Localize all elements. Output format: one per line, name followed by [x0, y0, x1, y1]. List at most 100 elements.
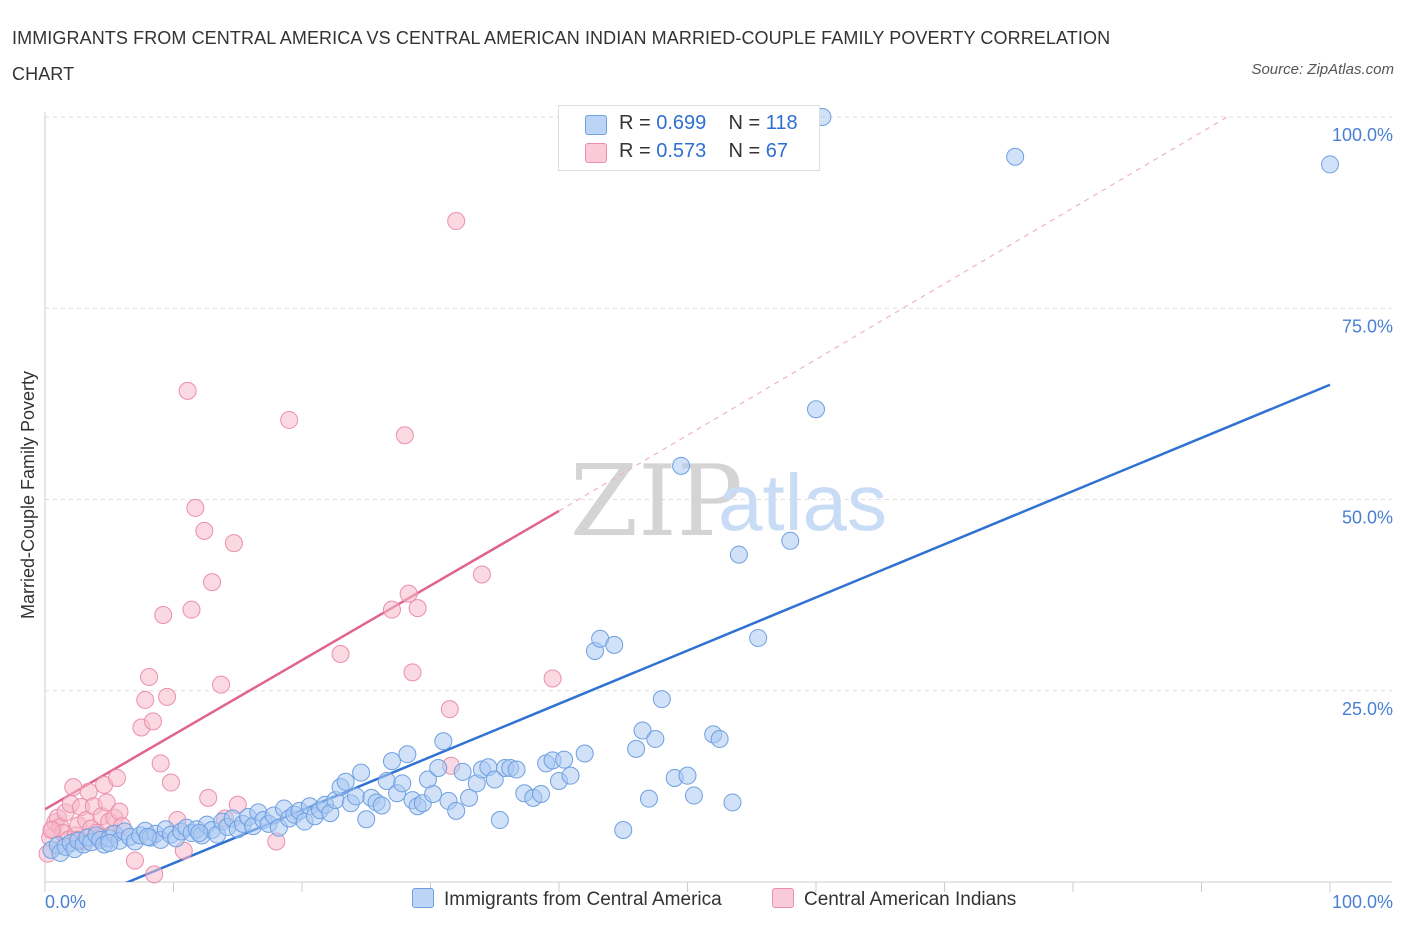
- data-point-immigrants: [639, 789, 658, 808]
- legend-r-label: R =: [619, 140, 651, 162]
- data-point-immigrants: [429, 759, 448, 778]
- data-point-immigrants: [633, 721, 652, 740]
- legend-swatch-blue: [585, 115, 607, 135]
- data-point-indians: [280, 410, 299, 429]
- data-point-indians: [224, 534, 243, 553]
- data-point-indians: [42, 820, 61, 839]
- data-point-indians: [154, 606, 173, 625]
- bottom-legend-item-pink: Central American Indians: [772, 888, 1016, 916]
- data-point-indians: [403, 663, 422, 682]
- legend-swatch-pink: [585, 143, 607, 163]
- data-point-immigrants: [561, 766, 580, 785]
- data-point-indians: [107, 768, 126, 787]
- data-point-immigrants: [723, 793, 742, 812]
- data-point-immigrants: [382, 752, 401, 771]
- data-point-indians: [151, 754, 170, 773]
- correlation-legend: R = 0.699 N = 118 R = 0.573 N = 67: [558, 105, 820, 171]
- data-point-immigrants: [393, 774, 412, 793]
- data-point-indians: [399, 584, 418, 603]
- data-point-immigrants: [507, 760, 526, 779]
- x-tick-label: 100.0%: [1332, 892, 1393, 912]
- data-point-indians: [182, 600, 201, 619]
- data-point-indians: [472, 565, 491, 584]
- y-tick-label: 50.0%: [1342, 508, 1393, 528]
- data-point-immigrants: [398, 745, 417, 764]
- data-point-immigrants: [555, 750, 574, 769]
- data-point-indians: [186, 498, 205, 517]
- tick-labels: 25.0% 50.0% 75.0% 100.0% 0.0% 100.0%: [45, 125, 1393, 912]
- data-point-immigrants: [447, 801, 466, 820]
- y-axis-label: Married-Couple Family Poverty: [18, 371, 38, 619]
- legend-n-label: N =: [728, 140, 761, 162]
- data-point-indians: [195, 521, 214, 540]
- data-point-immigrants: [460, 788, 479, 807]
- data-point-immigrants: [336, 772, 355, 791]
- data-point-immigrants: [485, 770, 504, 789]
- data-point-immigrants: [646, 729, 665, 748]
- data-point-immigrants: [605, 635, 624, 654]
- legend-n-value: 67: [765, 140, 789, 162]
- y-tick-label: 75.0%: [1342, 316, 1393, 336]
- data-point-indians: [161, 773, 180, 792]
- data-point-immigrants: [424, 785, 443, 804]
- bottom-legend-item-blue: Immigrants from Central America: [412, 888, 722, 916]
- data-point-immigrants: [684, 786, 703, 805]
- data-point-immigrants: [749, 628, 768, 647]
- data-point-immigrants: [710, 729, 729, 748]
- data-point-indians: [203, 573, 222, 592]
- gridlines: [45, 116, 1392, 692]
- data-point-indians: [395, 426, 414, 445]
- trendline-indians-extension: [558, 116, 1228, 512]
- data-point-indians: [212, 675, 231, 694]
- data-point-immigrants: [652, 690, 671, 709]
- data-point-immigrants: [352, 763, 371, 782]
- data-point-immigrants: [1321, 155, 1339, 174]
- data-point-immigrants: [678, 766, 697, 785]
- data-point-indians: [199, 788, 218, 807]
- axes: [44, 112, 1392, 892]
- data-point-indians: [143, 712, 162, 731]
- data-point-indians: [136, 690, 155, 709]
- bottom-legend-label-pink: Central American Indians: [804, 889, 1017, 910]
- data-point-indians: [64, 778, 83, 797]
- y-tick-label: 100.0%: [1332, 125, 1393, 145]
- bottom-legend-swatch-blue: [412, 888, 434, 908]
- data-point-immigrants: [532, 785, 551, 804]
- legend-r-value: 0.573: [656, 140, 707, 162]
- source-label: Source: ZipAtlas.com: [1251, 61, 1394, 78]
- data-point-indians: [331, 645, 350, 664]
- data-point-indians: [447, 212, 466, 231]
- trendline-indians: [45, 509, 560, 811]
- chart-title: IMMIGRANTS FROM CENTRAL AMERICA VS CENTR…: [12, 28, 1111, 84]
- data-point-immigrants: [672, 456, 691, 475]
- data-point-indians: [97, 793, 116, 812]
- watermark-atlas: atlas: [718, 458, 887, 547]
- legend-n-label: N =: [728, 112, 761, 134]
- bottom-legend-swatch-pink: [772, 888, 794, 908]
- data-point-immigrants: [729, 545, 748, 564]
- legend-text-blue: R = 0.699 N = 118: [619, 112, 798, 135]
- data-point-immigrants: [807, 400, 825, 419]
- data-point-immigrants: [575, 744, 594, 763]
- series-central-american-indians: [38, 212, 562, 884]
- data-point-indians: [440, 700, 459, 719]
- data-point-immigrants: [453, 762, 472, 781]
- x-tick-label: 0.0%: [45, 892, 86, 912]
- data-point-indians: [382, 600, 401, 619]
- watermark-zip: ZIP: [570, 445, 743, 559]
- data-point-immigrants: [614, 820, 633, 839]
- series-immigrants-central-america: [42, 108, 1339, 862]
- legend-n-value: 118: [765, 112, 798, 134]
- data-point-indians: [408, 599, 427, 618]
- data-point-immigrants: [372, 796, 391, 815]
- data-point-indians: [145, 865, 164, 884]
- data-point-immigrants: [346, 787, 365, 806]
- legend-r-value: 0.699: [656, 112, 707, 134]
- data-point-immigrants: [781, 531, 800, 550]
- y-tick-label: 25.0%: [1342, 699, 1393, 719]
- data-point-immigrants: [1006, 147, 1025, 166]
- data-point-indians: [125, 851, 144, 870]
- data-point-immigrants: [357, 810, 376, 829]
- data-point-indians: [140, 667, 159, 686]
